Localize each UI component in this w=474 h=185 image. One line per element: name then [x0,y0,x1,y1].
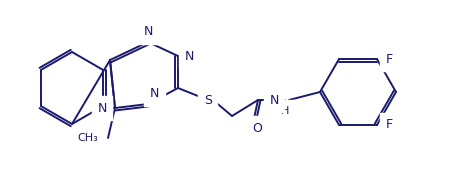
Text: O: O [252,122,262,134]
Text: N: N [185,50,194,63]
Text: N: N [143,25,153,38]
Text: N: N [150,87,159,100]
Text: S: S [204,93,212,107]
Text: F: F [386,53,393,66]
Text: N: N [270,93,279,107]
Text: F: F [386,118,393,131]
Text: H: H [281,106,289,116]
Text: N: N [98,102,107,115]
Text: CH₃: CH₃ [77,133,98,143]
